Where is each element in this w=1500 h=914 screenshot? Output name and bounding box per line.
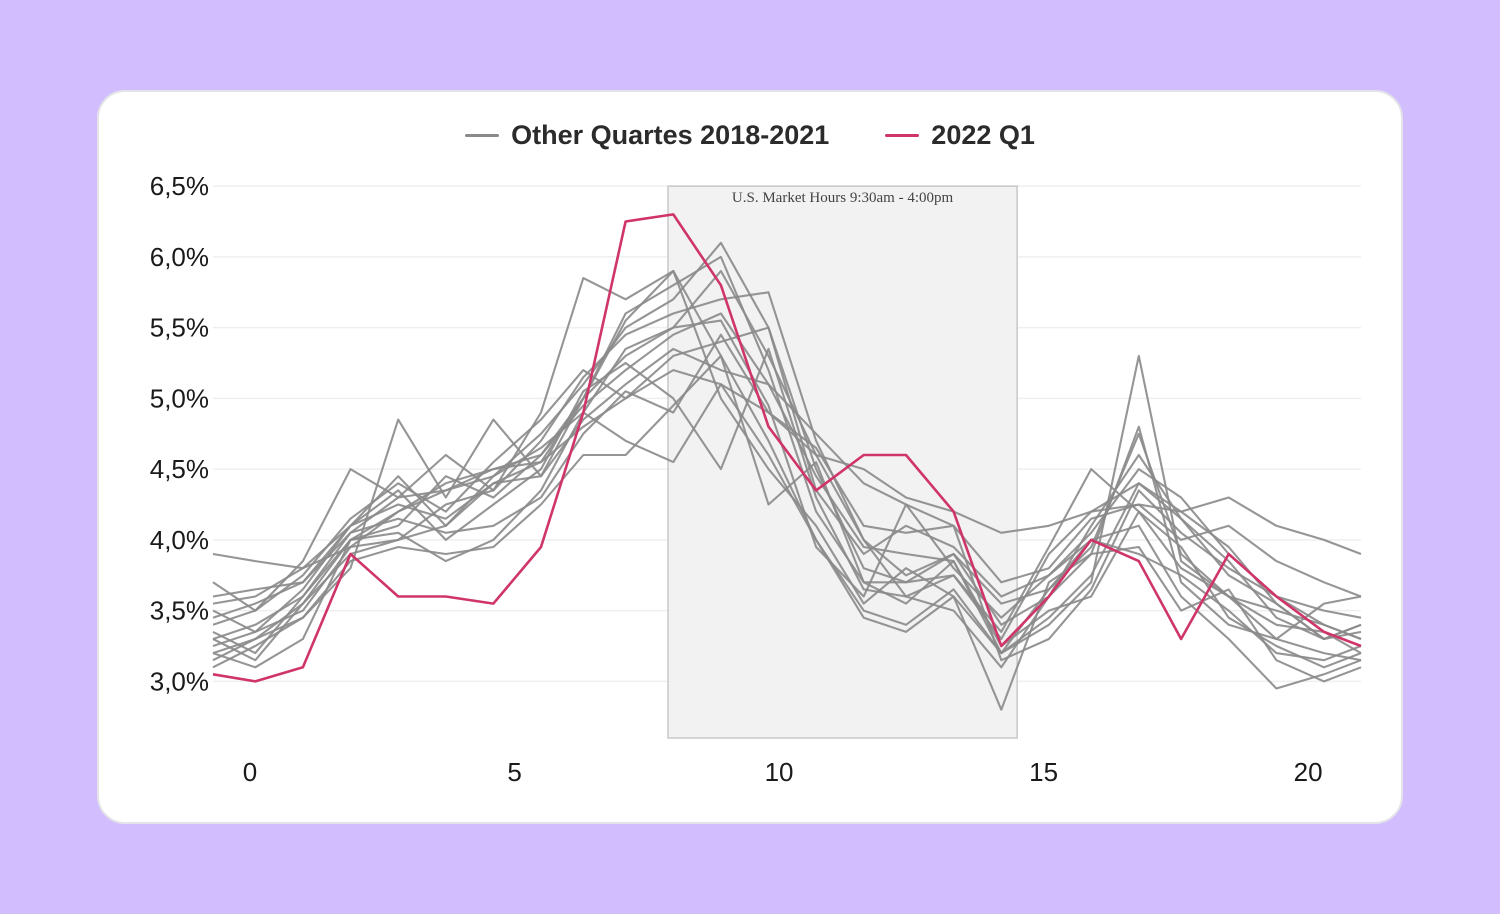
y-tick-label: 4,5%: [150, 454, 209, 484]
chart-card: Other Quartes 2018-2021 2022 Q1 3,0% 3,5%…: [97, 90, 1403, 824]
line-chart: 3,0% 3,5% 4,0% 4,5% 5,0% 5,5% 6,0% 6,5% U.S. Mar…: [150, 171, 1362, 787]
legend-swatch-highlight: [885, 134, 920, 137]
y-tick-label: 3,5%: [150, 596, 209, 626]
series-line-other-quarter: [212, 269, 1362, 641]
x-tick-label: 15: [1029, 757, 1058, 787]
series-line-other-quarter: [212, 291, 1362, 647]
y-tick-label: 5,0%: [150, 383, 209, 413]
y-tick-label: 3,0%: [150, 666, 209, 696]
series-line-other-quarter: [212, 241, 1362, 662]
series-line-2022-q1: [212, 213, 1362, 683]
legend-item-highlight: 2022 Q1: [885, 120, 1035, 151]
legend-item-other: Other Quartes 2018-2021: [465, 120, 829, 151]
series-line-other-quarter: [212, 326, 1362, 626]
legend-label-highlight: 2022 Q1: [931, 120, 1035, 150]
series-line-other-quarter: [212, 354, 1362, 690]
x-tick-label: 0: [243, 757, 257, 787]
y-tick-label: 4,0%: [150, 525, 209, 555]
y-tick-label: 5,5%: [150, 313, 209, 343]
market-hours-label: U.S. Market Hours 9:30am - 4:00pm: [732, 190, 954, 206]
series-line-other-quarter: [212, 383, 1362, 655]
legend-swatch-other: [465, 134, 500, 137]
legend-label-other: Other Quartes 2018-2021: [511, 120, 830, 150]
y-tick-label: 6,0%: [150, 242, 209, 272]
x-tick-label: 10: [765, 757, 794, 787]
legend: Other Quartes 2018-2021 2022 Q1: [99, 120, 1401, 151]
x-tick-label: 5: [507, 757, 521, 787]
series-line-other-quarter: [212, 319, 1362, 662]
x-tick-label: 20: [1294, 757, 1323, 787]
y-tick-label: 6,5%: [150, 171, 209, 201]
